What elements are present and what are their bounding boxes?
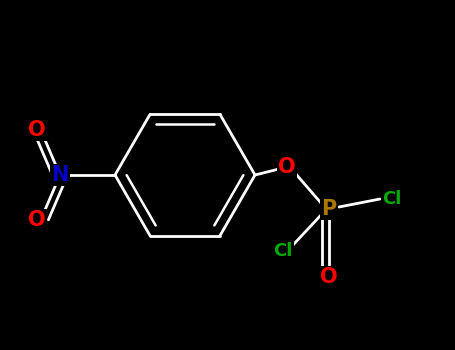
Text: O: O [320, 267, 338, 287]
Text: N: N [51, 165, 69, 185]
Text: O: O [278, 157, 296, 177]
Text: O: O [28, 120, 46, 140]
Text: P: P [321, 199, 337, 219]
Text: Cl: Cl [382, 190, 402, 208]
Text: O: O [28, 210, 46, 230]
Text: Cl: Cl [273, 242, 293, 260]
